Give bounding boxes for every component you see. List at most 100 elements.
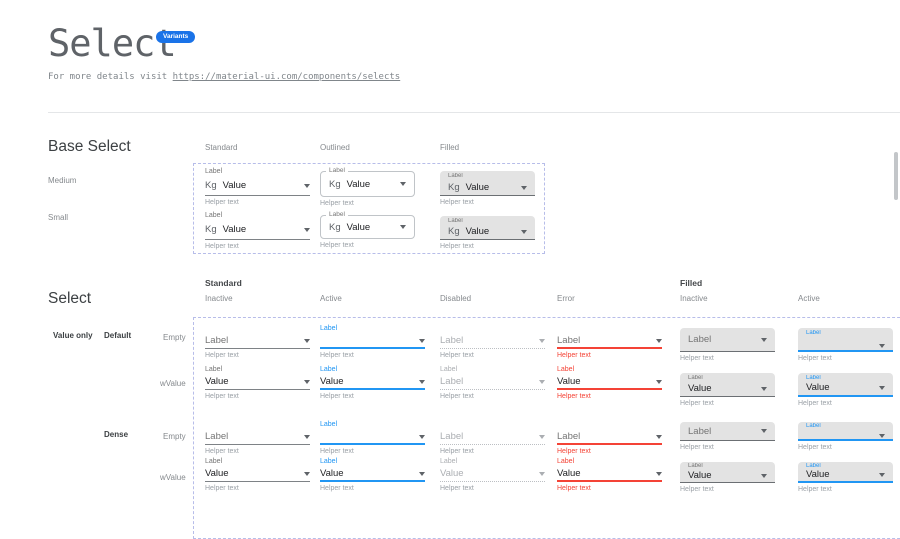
helper-text: Helper text (205, 352, 239, 359)
chevron-down-icon (419, 379, 425, 384)
column-header-outlined: Outlined (320, 143, 350, 152)
select-control[interactable]: Label (440, 375, 545, 390)
helper-text: Helper text (680, 400, 714, 407)
helper-text: Helper text (320, 352, 354, 359)
base-select-heading: Base Select (48, 138, 131, 155)
select-control[interactable]: Label Kg Value (440, 171, 535, 196)
select-control[interactable]: Label (205, 334, 310, 349)
row-group-label: Value only (53, 331, 93, 340)
scrollbar-thumb[interactable] (894, 152, 898, 200)
select-value: Label (205, 335, 229, 346)
adornment: Kg (329, 221, 341, 233)
row-header-small: Small (48, 213, 69, 222)
select-control[interactable]: Kg Value (320, 215, 415, 239)
select-control[interactable]: Label (557, 430, 662, 445)
base-standard-select-small: Label Kg Value Helper text (205, 211, 310, 250)
chevron-down-icon (304, 434, 310, 439)
std-select-active-empty: Label Helper text (320, 324, 425, 359)
select-control[interactable]: Label Value (680, 462, 775, 483)
helper-text: Helper text (205, 393, 239, 400)
helper-text: Helper text (440, 393, 474, 400)
helper-text: Helper text (557, 352, 591, 359)
chevron-down-icon (879, 385, 885, 390)
chevron-down-icon (656, 338, 662, 343)
chevron-down-icon (400, 182, 406, 186)
base-outlined-select-medium: Label Kg Value Helper text (320, 167, 415, 207)
select-control[interactable]: Label (798, 328, 893, 352)
chevron-down-icon (656, 379, 662, 384)
variant-label-dense: Dense (104, 430, 129, 439)
select-control[interactable]: Kg Value (205, 177, 310, 196)
select-control[interactable]: Label (205, 430, 310, 445)
select-control[interactable]: Label Value (680, 373, 775, 397)
std-select-error-wvalue: Label Value Helper text (557, 365, 662, 400)
subtitle-text: For more details visit (48, 72, 173, 82)
helper-text: Helper text (440, 243, 474, 250)
select-value: Value (440, 468, 464, 479)
helper-text: Helper text (320, 200, 354, 207)
select-value: Label (557, 431, 581, 442)
helper-text: Helper text (557, 393, 591, 400)
floating-label (440, 420, 545, 430)
chevron-down-icon (400, 225, 406, 229)
adornment: Kg (329, 178, 341, 190)
row-header-medium: Medium (48, 176, 77, 185)
filled-select-inactive-empty: Label Helper text (680, 328, 775, 362)
select-control[interactable]: Value (320, 375, 425, 390)
select-control[interactable]: Kg Value (205, 221, 310, 240)
filled-select-active-wvalue-dense: Label Value Helper text (798, 462, 893, 493)
select-control[interactable]: Label (798, 422, 893, 441)
floating-label (205, 420, 310, 430)
select-value: Value (320, 468, 344, 479)
helper-text: Helper text (320, 393, 354, 400)
floating-label: Label (557, 366, 575, 373)
select-control[interactable]: Value (205, 375, 310, 390)
row-label-empty: Empty (163, 333, 186, 342)
std-select-error-wvalue-dense: Label Value Helper text (557, 457, 662, 492)
select-control[interactable]: Label Kg Value (440, 216, 535, 240)
select-control[interactable] (320, 430, 425, 445)
std-select-disabled-empty-dense: Label Helper text (440, 420, 545, 455)
docs-link[interactable]: https://material-ui.com/components/selec… (172, 72, 401, 82)
state-header-filled-active: Active (798, 294, 820, 303)
select-control[interactable]: Label (440, 334, 545, 349)
std-select-inactive-wvalue-dense: Label Value Helper text (205, 457, 310, 492)
select-control[interactable]: Value (320, 467, 425, 482)
floating-label: Label (440, 458, 458, 465)
group-header-standard: Standard (205, 278, 242, 288)
select-control[interactable]: Label Value (798, 462, 893, 483)
helper-text: Helper text (798, 400, 832, 407)
select-control[interactable]: Label (557, 334, 662, 349)
base-standard-select-medium: Label Kg Value Helper text (205, 167, 310, 206)
select-control[interactable]: Value (557, 467, 662, 482)
select-value: Value (465, 226, 490, 237)
select-value: Value (346, 178, 371, 190)
select-control[interactable]: Label (680, 328, 775, 352)
select-value: Value (346, 221, 371, 233)
select-control[interactable]: Value (557, 375, 662, 390)
helper-text: Helper text (205, 485, 239, 492)
floating-label: Label (688, 463, 703, 469)
std-select-disabled-wvalue: Label Label Helper text (440, 365, 545, 400)
select-control[interactable] (320, 334, 425, 349)
floating-label: Label (806, 423, 821, 429)
filled-select-active-wvalue: Label Value Helper text (798, 373, 893, 407)
select-value: Value (806, 382, 830, 393)
floating-label: Label (320, 325, 338, 332)
chevron-down-icon (304, 227, 310, 232)
chevron-down-icon (656, 434, 662, 439)
std-select-inactive-wvalue: Label Value Helper text (205, 365, 310, 400)
select-control[interactable]: Label (680, 422, 775, 441)
select-control[interactable]: Kg Value (320, 171, 415, 197)
select-control[interactable]: Value (440, 467, 545, 482)
helper-text: Helper text (320, 485, 354, 492)
floating-label (440, 324, 545, 334)
select-control[interactable]: Label Value (798, 373, 893, 397)
floating-label: Label (806, 375, 821, 381)
select-control[interactable]: Value (205, 467, 310, 482)
select-control[interactable]: Label (440, 430, 545, 445)
state-header-active: Active (320, 294, 342, 303)
floating-label (557, 324, 662, 334)
select-value: Value (557, 468, 581, 479)
divider (48, 112, 900, 113)
